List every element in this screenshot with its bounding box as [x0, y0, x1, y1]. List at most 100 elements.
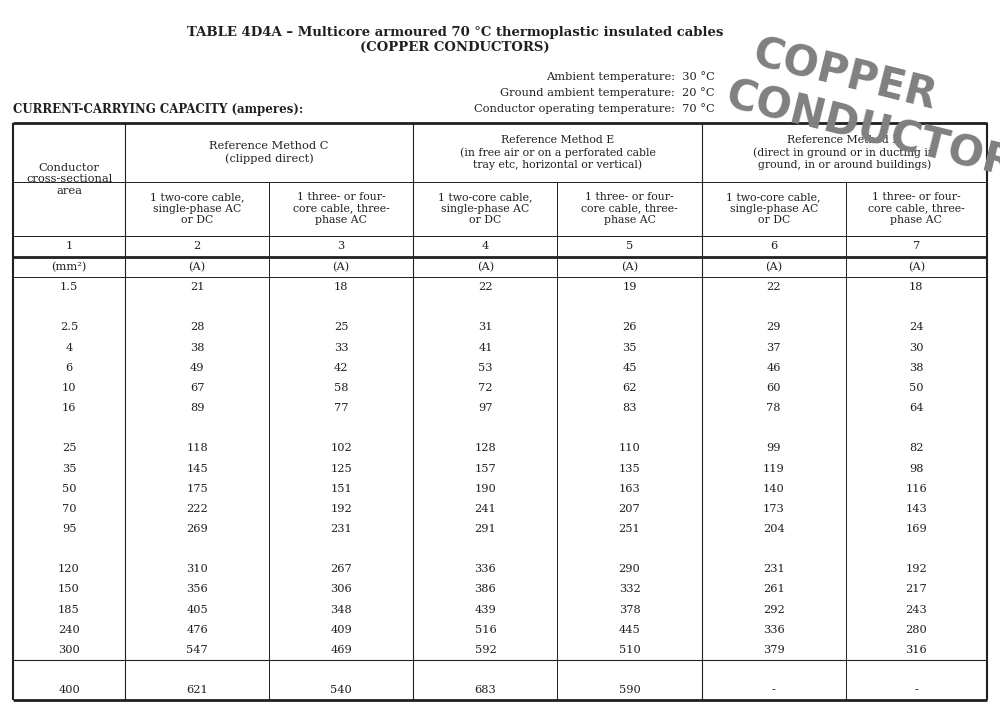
Text: 26: 26 — [622, 322, 637, 332]
Text: 99: 99 — [766, 443, 781, 453]
Text: 30: 30 — [909, 343, 924, 352]
Text: 67: 67 — [190, 383, 204, 393]
Text: 95: 95 — [62, 524, 76, 534]
Text: 10: 10 — [62, 383, 76, 393]
Text: 621: 621 — [186, 685, 208, 695]
Text: 83: 83 — [622, 403, 637, 413]
Text: 185: 185 — [58, 604, 80, 614]
Text: 58: 58 — [334, 383, 348, 393]
Text: 22: 22 — [766, 282, 781, 292]
Text: 405: 405 — [186, 604, 208, 614]
Text: 1 two-core cable,
single-phase AC
or DC: 1 two-core cable, single-phase AC or DC — [726, 192, 821, 226]
Text: 37: 37 — [766, 343, 781, 352]
Text: 379: 379 — [763, 645, 785, 655]
Text: 1 three- or four-
core cable, three-
phase AC: 1 three- or four- core cable, three- pha… — [293, 192, 390, 226]
Text: 151: 151 — [330, 484, 352, 493]
Text: 143: 143 — [906, 504, 927, 514]
Text: 4: 4 — [65, 343, 73, 352]
Text: 28: 28 — [190, 322, 204, 332]
Text: Reference Method D
(direct in ground or in ducting in
ground, in or around build: Reference Method D (direct in ground or … — [753, 135, 935, 170]
Text: 190: 190 — [475, 484, 496, 493]
Text: 7: 7 — [913, 241, 920, 251]
Text: 386: 386 — [475, 584, 496, 594]
Text: 128: 128 — [475, 443, 496, 453]
Text: 445: 445 — [619, 625, 640, 634]
Text: 292: 292 — [763, 604, 785, 614]
Text: 70: 70 — [62, 504, 76, 514]
Text: 35: 35 — [62, 463, 76, 473]
Text: 89: 89 — [190, 403, 204, 413]
Text: 269: 269 — [186, 524, 208, 534]
Text: 356: 356 — [186, 584, 208, 594]
Text: 240: 240 — [58, 625, 80, 634]
Text: 78: 78 — [766, 403, 781, 413]
Text: 25: 25 — [62, 443, 76, 453]
Text: 31: 31 — [478, 322, 493, 332]
Text: 310: 310 — [186, 564, 208, 574]
Text: 1 two-core cable,
single-phase AC
or DC: 1 two-core cable, single-phase AC or DC — [150, 192, 244, 226]
Text: 102: 102 — [330, 443, 352, 453]
Text: 1 two-core cable,
single-phase AC
or DC: 1 two-core cable, single-phase AC or DC — [438, 192, 533, 226]
Text: (A): (A) — [333, 262, 350, 272]
Text: 53: 53 — [478, 363, 493, 373]
Text: 516: 516 — [475, 625, 496, 634]
Text: 19: 19 — [622, 282, 637, 292]
Text: TABLE 4D4A – Multicore armoured 70 °C thermoplastic insulated cables: TABLE 4D4A – Multicore armoured 70 °C th… — [187, 26, 723, 39]
Text: 540: 540 — [330, 685, 352, 695]
Text: 476: 476 — [186, 625, 208, 634]
Text: 378: 378 — [619, 604, 640, 614]
Text: 38: 38 — [909, 363, 924, 373]
Text: 25: 25 — [334, 322, 348, 332]
Text: 217: 217 — [906, 584, 927, 594]
Text: 547: 547 — [186, 645, 208, 655]
Text: 332: 332 — [619, 584, 640, 594]
Text: 97: 97 — [478, 403, 493, 413]
Text: 50: 50 — [909, 383, 924, 393]
Text: 18: 18 — [909, 282, 924, 292]
Text: 241: 241 — [475, 504, 496, 514]
Text: 119: 119 — [763, 463, 785, 473]
Text: 22: 22 — [478, 282, 493, 292]
Text: 231: 231 — [763, 564, 785, 574]
Text: 150: 150 — [58, 584, 80, 594]
Text: 336: 336 — [763, 625, 785, 634]
Text: (COPPER CONDUCTORS): (COPPER CONDUCTORS) — [360, 41, 550, 54]
Text: 116: 116 — [906, 484, 927, 493]
Text: 157: 157 — [475, 463, 496, 473]
Text: 267: 267 — [330, 564, 352, 574]
Text: 683: 683 — [475, 685, 496, 695]
Text: 16: 16 — [62, 403, 76, 413]
Text: 98: 98 — [909, 463, 924, 473]
Text: 163: 163 — [619, 484, 640, 493]
Text: 5: 5 — [626, 241, 633, 251]
Text: 60: 60 — [766, 383, 781, 393]
Text: 120: 120 — [58, 564, 80, 574]
Text: 2.5: 2.5 — [60, 322, 78, 332]
Text: 125: 125 — [330, 463, 352, 473]
Text: 62: 62 — [622, 383, 637, 393]
Text: 1: 1 — [65, 241, 73, 251]
Text: 280: 280 — [906, 625, 927, 634]
Text: Ambient temperature:  30 °C: Ambient temperature: 30 °C — [546, 71, 715, 82]
Text: 41: 41 — [478, 343, 493, 352]
Text: -: - — [914, 685, 918, 695]
Text: 291: 291 — [475, 524, 496, 534]
Text: 135: 135 — [619, 463, 640, 473]
Text: 1.5: 1.5 — [60, 282, 78, 292]
Text: Ground ambient temperature:  20 °C: Ground ambient temperature: 20 °C — [501, 87, 715, 98]
Text: Conductor operating temperature:  70 °C: Conductor operating temperature: 70 °C — [474, 102, 715, 114]
Text: 222: 222 — [186, 504, 208, 514]
Text: 336: 336 — [475, 564, 496, 574]
Text: 38: 38 — [190, 343, 204, 352]
Text: 175: 175 — [186, 484, 208, 493]
Text: 204: 204 — [763, 524, 785, 534]
Text: 18: 18 — [334, 282, 348, 292]
Text: 192: 192 — [330, 504, 352, 514]
Text: 192: 192 — [906, 564, 927, 574]
Text: 306: 306 — [330, 584, 352, 594]
Text: 110: 110 — [619, 443, 640, 453]
Text: Reference Method E
(in free air or on a perforated cable
tray etc, horizontal or: Reference Method E (in free air or on a … — [460, 135, 655, 170]
Text: COPPER: COPPER — [749, 32, 941, 118]
Text: (mm²): (mm²) — [51, 262, 87, 272]
Text: (A): (A) — [188, 262, 206, 272]
